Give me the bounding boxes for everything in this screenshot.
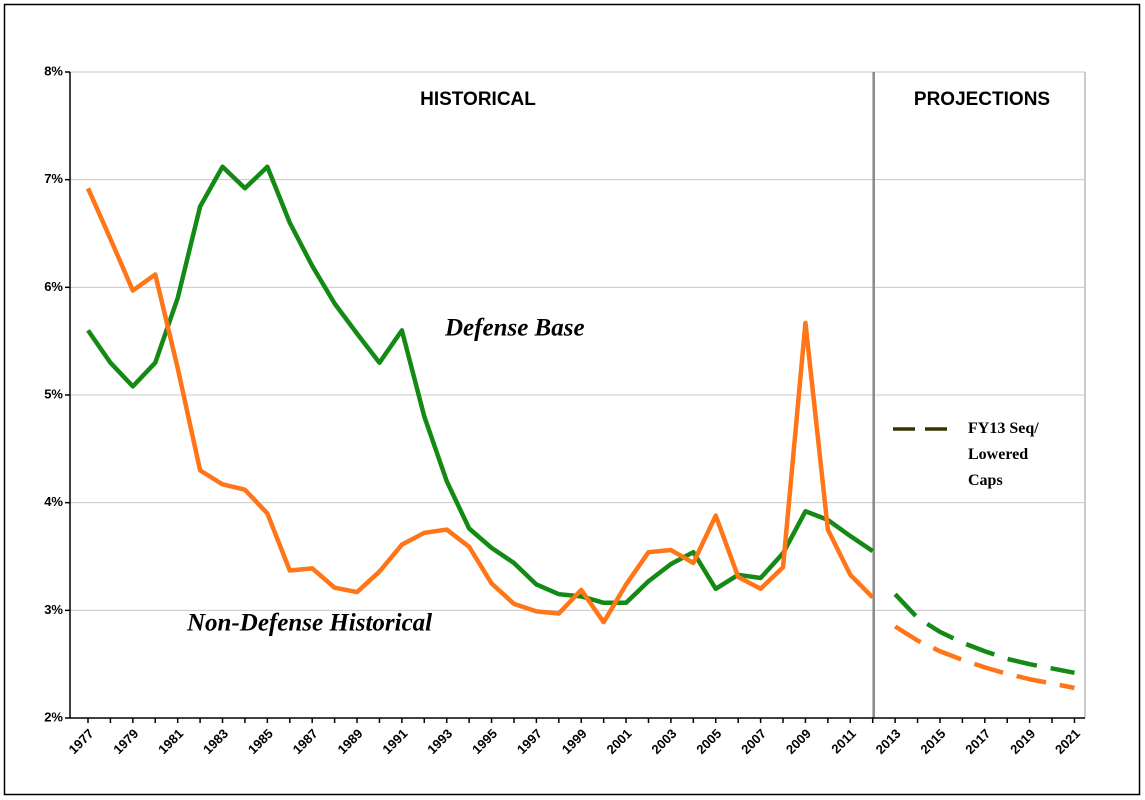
x-tick-label: 1987 (290, 726, 321, 757)
x-tick-label: 2021 (1052, 726, 1083, 757)
annotation-historical: HISTORICAL (420, 89, 536, 110)
x-tick-label: 1991 (379, 726, 410, 757)
y-tick-label: 2% (44, 709, 63, 724)
series-line (893, 624, 1075, 691)
series-line (85, 187, 875, 625)
y-tick-label: 6% (44, 279, 63, 294)
x-tick-label: 1983 (200, 726, 231, 757)
x-tick-label: 2015 (917, 726, 948, 757)
series-label: Non-Defense Historical (186, 610, 432, 637)
x-tick-label: 1989 (335, 726, 366, 757)
x-tick-label: 1997 (514, 726, 545, 757)
y-tick-label: 5% (44, 386, 63, 401)
y-tick-label: 8% (44, 63, 63, 78)
x-tick-label: 2001 (604, 726, 635, 757)
legend-label: FY13 Seq/ Lowered Caps (968, 420, 1039, 489)
frame (3, 3, 1141, 796)
x-tick-label: 1993 (424, 726, 455, 757)
y-tick-label: 4% (44, 494, 63, 509)
x-tick-label: 1995 (469, 726, 500, 757)
x-tick-label: 1999 (559, 726, 590, 757)
x-tick-label: 1981 (155, 726, 186, 757)
x-tick-label: 2011 (828, 726, 859, 757)
x-tick-label: 2003 (648, 726, 679, 757)
x-tick-label: 2013 (873, 726, 904, 757)
x-tick-label: 1985 (245, 726, 276, 757)
series-label: Defense Base (444, 315, 585, 342)
x-tick-label: 2009 (783, 726, 814, 757)
x-tick-label: 2017 (962, 726, 993, 757)
series-line (893, 592, 1075, 675)
y-tick-label: 7% (44, 171, 63, 186)
x-tick-label: 2007 (738, 726, 769, 757)
y-tick-label: 3% (44, 602, 63, 617)
series-line (86, 164, 874, 606)
x-tick-label: 1977 (65, 726, 96, 757)
x-tick-label: 1979 (110, 726, 141, 757)
annotation-projections: PROJECTIONS (914, 89, 1050, 110)
x-tick-label: 2005 (693, 726, 724, 757)
x-tick-label: 2019 (1007, 726, 1038, 757)
